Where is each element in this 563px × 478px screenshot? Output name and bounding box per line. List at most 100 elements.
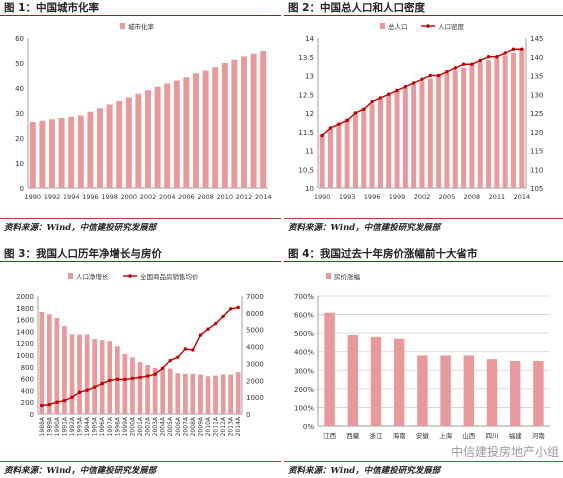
line-point [85,388,89,392]
x-tick-label: 2014 [514,193,531,201]
bar [250,53,257,188]
bar [58,118,65,188]
x-tick-label: 2007A [182,416,189,436]
bar [182,373,188,414]
source-note: 资料来源：Wind，中信建投研究发展部 [4,466,157,476]
line-point [345,118,349,123]
bar [402,87,408,188]
x-tick-label: 四川 [486,432,499,440]
y-tick-label: 1400 [16,328,34,336]
line-point [62,398,67,403]
y2-tick-label: 4000 [246,344,264,352]
line-point [183,347,188,351]
bar [327,128,333,188]
line-point [115,377,120,381]
x-tick-label: 1993A [77,416,84,436]
bar [106,104,113,188]
legend-bar-swatch [120,23,125,29]
bar [62,326,67,414]
x-tick-label: 1994A [84,416,91,436]
legend-label: 城市化率 [128,22,155,31]
line-point [378,96,383,100]
line-point [495,55,499,59]
source-divider [284,461,563,462]
bar [235,372,241,414]
source-divider [284,218,563,219]
y-tick-label: 400% [294,349,314,357]
bar [154,86,161,188]
bar [220,374,226,414]
legend-label: 总人口 [388,22,408,31]
line-point [145,374,150,378]
line-point [470,62,474,66]
legend-line-marker [128,274,132,278]
line-point [55,400,59,404]
x-tick-label: 江西 [323,432,337,440]
source-divider [0,461,281,462]
x-tick-label: 山西 [462,431,476,440]
bar [519,50,525,188]
line-point [77,390,82,394]
line-point [420,77,424,81]
y2-tick-label: 5000 [246,327,264,335]
bar [463,355,475,426]
y-tick-label: 200 [21,399,34,407]
x-tick-label: 1990A [54,416,61,436]
bar [509,361,521,426]
line-point [362,107,366,111]
x-tick-label: 2004 [159,193,176,201]
y-tick-label: 0% [303,423,314,431]
x-tick-label: 1996A [99,416,106,436]
bar [92,339,98,414]
bar [411,84,417,188]
line-point [486,55,491,59]
bar [461,67,467,188]
bar [436,75,442,188]
bar [533,361,544,426]
bar [190,373,196,414]
x-tick-label: 1990 [314,193,331,201]
source-divider [0,218,281,219]
y-tick-label: 60 [15,35,24,43]
source-note: 资料来源：Wind，中信建投研究发展部 [4,223,157,233]
bar [394,91,400,188]
x-tick-label: 1992 [44,193,61,201]
y-tick-label: 10 [15,160,24,168]
x-tick-label: 2008 [197,193,214,201]
line-point [228,307,233,311]
line-point [411,81,416,85]
line-point [370,100,374,104]
line-point [436,73,441,78]
line-point [428,73,433,78]
x-tick-label: 2014 [255,193,272,201]
x-tick-label: 2005A [167,416,174,436]
bar [440,355,451,426]
bar [69,334,75,414]
line-point [176,355,180,359]
y-tick-label: 100% [294,404,314,412]
line-point [395,88,399,93]
bar [137,362,143,414]
y-tick-label: 600% [294,312,314,320]
x-tick-label: 2014A [235,416,242,436]
y2-tick-label: 115 [530,148,543,156]
growth-price-chart: 0 200 400 600 800 1000 1200 1400 1600 1800 2000 0 10… [16,272,264,436]
line-point [520,47,524,51]
line-point [40,403,44,408]
bar [352,113,358,188]
bar [68,116,75,188]
title-divider [284,15,563,16]
legend-bar-swatch [68,273,73,279]
x-tick-label: 2008A [190,416,197,436]
y-tick-label: 20 [15,135,24,143]
line-point [92,385,97,389]
y-tick-label: 10.5 [298,166,314,174]
legend-label: 人口净增长 [76,272,109,281]
x-tick-label: 2001A [137,416,144,436]
bar [49,119,55,188]
watermark: 中信建投房地产小组 [450,445,559,459]
panel-population: 图 2：中国总人口和人口密度 10 10.5 11 11.5 12 12.5 13 13.5 1… [284,0,563,238]
y-tick-label: 800 [21,364,34,372]
bar [444,72,450,188]
legend-label: 全国商品房销售均价 [140,272,199,281]
